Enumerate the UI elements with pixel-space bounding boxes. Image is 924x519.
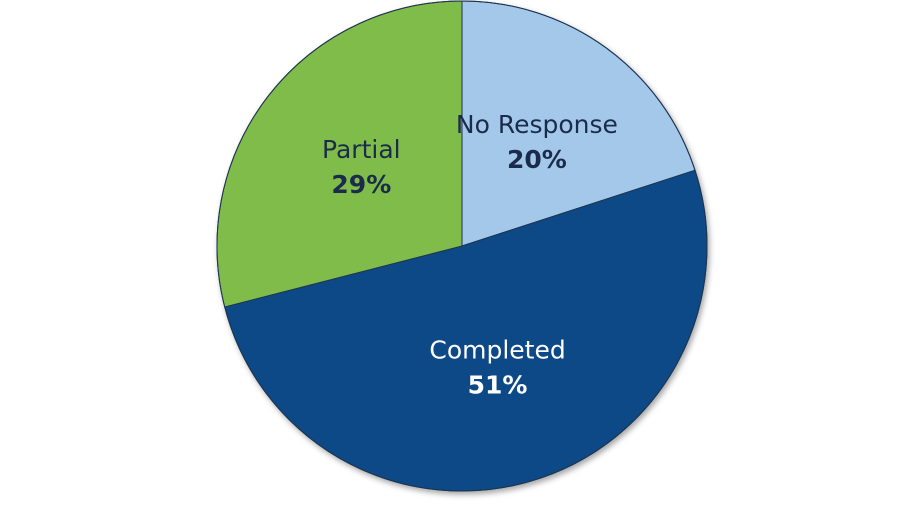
slice-value-label: 29% xyxy=(331,170,391,199)
slice-label: No Response xyxy=(456,110,618,139)
pie xyxy=(216,0,708,492)
slice-value-label: 20% xyxy=(507,145,567,174)
slice-value-label: 51% xyxy=(468,370,528,399)
slice-label: Completed xyxy=(429,335,565,364)
slice-label: Partial xyxy=(322,135,401,164)
pie-outline xyxy=(216,0,708,492)
